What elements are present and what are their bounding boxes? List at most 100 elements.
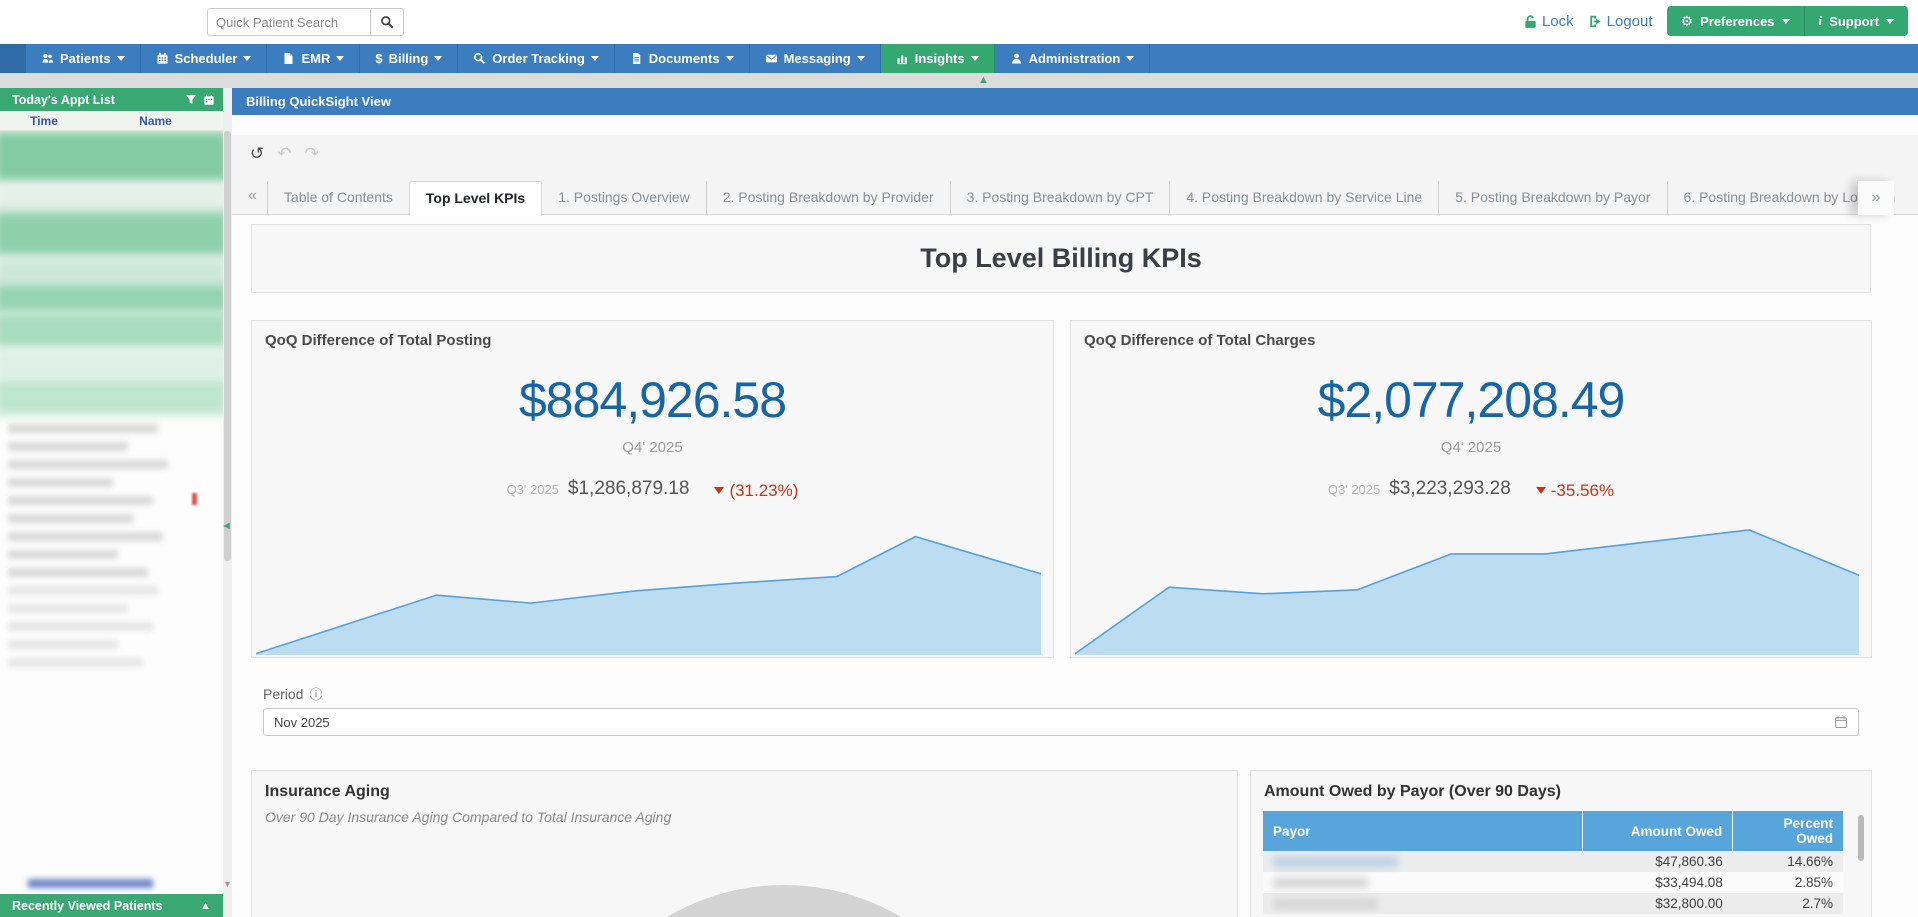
nav-item-insights[interactable]: Insights [880, 44, 995, 73]
col-name: Name [139, 113, 172, 128]
triangle-down-icon [714, 487, 725, 494]
kpi-value: $884,926.58 [518, 372, 787, 428]
appt-list-redacted-rows[interactable] [0, 131, 223, 894]
quicksight-view-titlebar: Billing QuickSight View [232, 88, 1918, 115]
insurance-aging-panel: Insurance Aging Over 90 Day Insurance Ag… [251, 770, 1238, 917]
table-scrollbar-thumb[interactable] [1858, 815, 1864, 861]
undo-icon[interactable]: ↶ [277, 144, 292, 163]
search-button[interactable] [370, 8, 404, 36]
calendar-icon [1835, 716, 1847, 729]
preferences-support-group: ⚙ Preferences i Support [1666, 6, 1908, 36]
quicksight-toolbar: ↺ ↶ ↷ [250, 144, 319, 164]
calendar-icon[interactable] [203, 94, 215, 106]
lock-label: Lock [1541, 12, 1574, 30]
chevron-down-icon [1886, 18, 1894, 24]
col-amount-owed: Amount Owed [1581, 811, 1733, 851]
change-percent: -35.56% [1550, 480, 1615, 500]
nav-item-patients[interactable]: Patients [26, 44, 141, 73]
change-percent: (31.23%) [729, 480, 799, 500]
redo-icon[interactable]: ↷ [304, 144, 319, 163]
search-input[interactable] [207, 8, 370, 36]
scrollbar-thumb[interactable] [224, 131, 231, 561]
tab-breakdown-service-line[interactable]: 4. Posting Breakdown by Service Line [1169, 181, 1438, 215]
collapse-sidebar-arrow-icon[interactable]: ◄ [221, 520, 232, 532]
chevron-down-icon [1781, 18, 1790, 24]
redacted-payor-name [1273, 877, 1368, 888]
tab-breakdown-location[interactable]: 6. Posting Breakdown by Location [1666, 181, 1912, 215]
sidebar-scrollbar[interactable]: ◄ ▼ [221, 88, 232, 917]
tab-breakdown-cpt[interactable]: 3. Posting Breakdown by CPT [949, 181, 1170, 215]
insurance-aging-title: Insurance Aging [265, 783, 390, 800]
nav-item-label: Scheduler [174, 51, 238, 66]
nav-item-label: Insights [914, 51, 965, 66]
logout-icon [1589, 15, 1601, 27]
nav-item-scheduler[interactable]: Scheduler [141, 44, 268, 73]
info-icon[interactable]: ⓘ [309, 687, 323, 702]
col-payor: Payor [1263, 811, 1582, 851]
file-icon [284, 53, 293, 64]
tabs-scroll-left-icon[interactable]: « [248, 187, 257, 204]
table-row[interactable]: $47,860.36 14.66% [1263, 851, 1843, 872]
triangle-down-icon [1535, 487, 1546, 494]
nav-lead-segment [0, 44, 26, 73]
tab-table-of-contents[interactable]: Table of Contents [266, 181, 409, 215]
period-date-picker[interactable]: Nov 2025 [263, 708, 1859, 736]
refresh-icon[interactable]: ↺ [250, 144, 265, 163]
compare-value: $1,286,879.18 [567, 478, 690, 499]
nav-item-order-tracking[interactable]: Order Tracking [458, 44, 615, 73]
preferences-button[interactable]: ⚙ Preferences [1666, 6, 1804, 36]
tab-top-level-kpis[interactable]: Top Level KPIs [408, 181, 543, 216]
collapse-nav-arrow-icon[interactable]: ▲ [978, 74, 989, 86]
kpi-title: QoQ Difference of Total Charges [1084, 332, 1316, 349]
nav-item-messaging[interactable]: Messaging [750, 44, 881, 73]
users-icon [42, 53, 54, 63]
lock-button[interactable]: Lock [1523, 13, 1574, 30]
amount-owed-cell: $33,494.08 [1582, 872, 1733, 893]
logout-label: Logout [1606, 12, 1653, 30]
kpi-title: QoQ Difference of Total Posting [265, 332, 492, 349]
support-button[interactable]: i Support [1803, 6, 1908, 36]
nav-item-administration[interactable]: Administration [995, 44, 1151, 73]
nav-collapse-strip: ▲ [0, 73, 1918, 88]
top-bar: Lock Logout ⚙ Preferences i Support [0, 0, 1918, 44]
percent-owed-cell: 2.85% [1732, 872, 1843, 893]
redacted-patient-link [28, 879, 153, 888]
quicksight-view-title: Billing QuickSight View [246, 94, 391, 109]
nav-item-emr[interactable]: EMR [267, 44, 361, 73]
amount-owed-cell: $47,860.36 [1582, 851, 1733, 872]
gear-icon: ⚙ [1680, 13, 1694, 29]
nav-item-documents[interactable]: Documents [615, 44, 750, 73]
trend-area-chart [1075, 522, 1859, 655]
search-icon [474, 52, 486, 64]
kpi-comparison: Q3' 2025 $1,286,879.18 (31.23%) [252, 478, 1053, 501]
recently-viewed-patients-bar[interactable]: Recently Viewed Patients ▲ [0, 894, 223, 917]
redacted-payor-name [1273, 898, 1378, 909]
col-percent-owed: Percent Owed [1732, 811, 1843, 851]
donut-chart-partial [554, 885, 1014, 917]
sheet-tabs: « Table of Contents Top Level KPIs 1. Po… [232, 181, 1918, 216]
payor-table-title: Amount Owed by Payor (Over 90 Days) [1264, 783, 1561, 800]
appointments-sidebar: Today's Appt List Time Name [0, 88, 223, 917]
table-row[interactable]: $33,494.08 2.85% [1263, 872, 1843, 893]
chevron-down-icon [434, 56, 443, 61]
period-label: Period [263, 685, 304, 702]
tabs-scroll-right-icon[interactable]: » [1858, 181, 1894, 215]
insurance-aging-subtitle: Over 90 Day Insurance Aging Compared to … [265, 809, 672, 825]
nav-item-billing[interactable]: $ Billing [360, 44, 459, 73]
nav-item-label: Documents [648, 51, 720, 66]
kpi-period: Q4' 2025 [622, 439, 683, 456]
filter-icon[interactable] [185, 94, 197, 106]
tab-breakdown-payor[interactable]: 5. Posting Breakdown by Payor [1438, 181, 1666, 215]
expand-up-icon: ▲ [200, 899, 211, 912]
info-icon: i [1818, 13, 1823, 28]
nav-item-label: Order Tracking [492, 51, 585, 66]
tab-breakdown-provider[interactable]: 2. Posting Breakdown by Provider [705, 181, 950, 215]
tab-postings-overview[interactable]: 1. Postings Overview [558, 189, 690, 205]
change-indicator: -35.56% [1535, 480, 1615, 501]
logout-button[interactable]: Logout [1588, 13, 1653, 30]
scroll-down-arrow-icon[interactable]: ▼ [223, 879, 232, 889]
nav-item-label: Administration [1028, 51, 1121, 66]
percent-owed-cell: 14.66% [1732, 851, 1843, 872]
chevron-down-icon [970, 56, 979, 61]
table-row[interactable]: $32,800.00 2.7% [1263, 893, 1843, 914]
